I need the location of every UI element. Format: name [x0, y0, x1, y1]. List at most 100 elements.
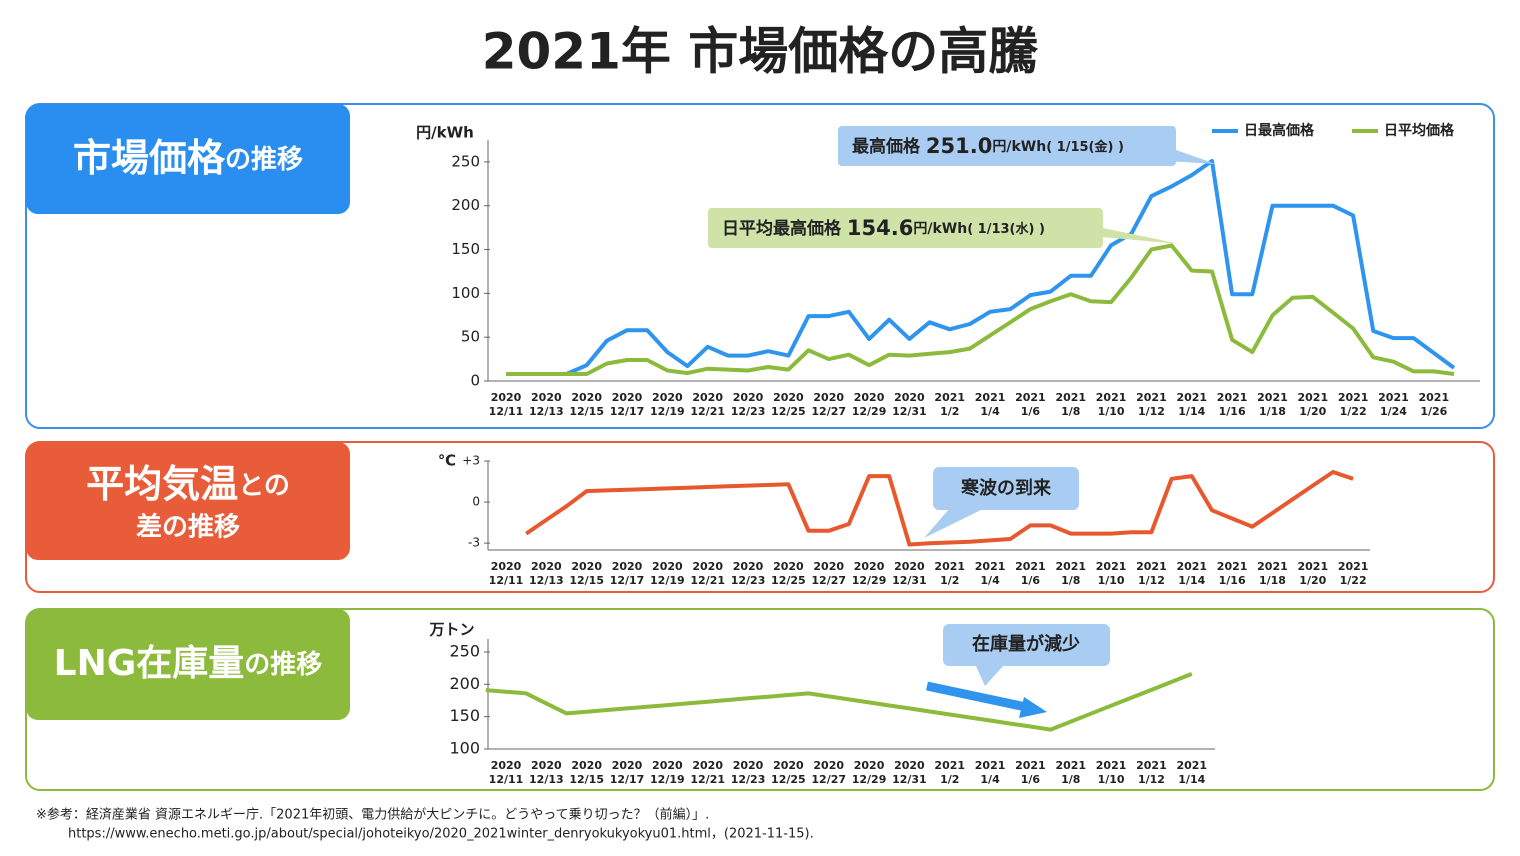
x-tick-label: 2020 12/25: [771, 759, 806, 786]
tick-line: 1/26: [1420, 405, 1447, 418]
x-tick-label: 2020 12/31: [892, 391, 927, 418]
series-line: [506, 243, 1455, 376]
x-tick-label: 2020 12/19: [650, 560, 685, 587]
x-tick-label: 2020 12/17: [610, 391, 645, 418]
y-unit: 円/kWh: [416, 124, 474, 142]
callout-box: [838, 126, 1176, 166]
x-tick-label: 2021 1/24: [1378, 391, 1409, 418]
x-tick-label: 2021 1/8: [1055, 560, 1086, 587]
tick-line: 2020: [854, 560, 885, 573]
x-tick-label: 2020 12/21: [690, 560, 725, 587]
tick-line: 1/4: [980, 405, 1000, 418]
series-line: [485, 672, 1193, 732]
y-tick-label: 150: [451, 240, 480, 258]
tick-line: 2021: [1217, 560, 1248, 573]
tick-line: 1/16: [1219, 405, 1246, 418]
x-tick-label: 2021 1/6: [1015, 560, 1046, 587]
tick-line: 12/31: [892, 405, 927, 418]
x-tick-label: 2021 1/16: [1217, 391, 1248, 418]
x-tick-label: 2021 1/18: [1257, 560, 1288, 587]
tick-line: 2021: [1015, 560, 1046, 573]
tick-line: 12/15: [569, 574, 604, 587]
x-tick-label: 2021 1/2: [934, 391, 965, 418]
x-tick-label: 2021 1/4: [975, 391, 1006, 418]
callout-part: ( 1/13(水) ): [967, 221, 1045, 237]
x-tick-label: 2020 12/11: [489, 391, 524, 418]
tick-line: 1/2: [940, 773, 959, 786]
x-tick-label: 2021 1/8: [1055, 391, 1086, 418]
x-tick-label: 2021 1/12: [1136, 560, 1167, 587]
tick-line: 2021: [975, 759, 1006, 772]
tick-line: 2020: [531, 391, 562, 404]
panel-label: 平均気温との: [86, 462, 290, 506]
tick-line: 12/29: [852, 773, 887, 786]
panel-label-box: [26, 442, 350, 560]
tick-line: 2020: [571, 759, 602, 772]
x-tick-label: 2020 12/31: [892, 759, 927, 786]
panel-label-sub: 差の推移: [136, 512, 240, 543]
tick-line: 12/17: [610, 574, 645, 587]
series-line: [506, 159, 1456, 376]
tick-line: 2021: [975, 560, 1006, 573]
tick-line: 2020: [773, 391, 804, 404]
tick-line: 1/24: [1380, 405, 1407, 418]
tick-line: 12/27: [811, 405, 846, 418]
x-tick-label: 2021 1/6: [1015, 759, 1046, 786]
x-tick-label: 2021 1/6: [1015, 391, 1046, 418]
tick-line: 1/4: [980, 574, 1000, 587]
tick-line: 12/17: [610, 405, 645, 418]
x-tick-label: 2021 1/10: [1096, 560, 1127, 587]
tick-line: 2021: [1176, 560, 1207, 573]
x-tick-label: 2020 12/17: [610, 560, 645, 587]
tick-line: 1/22: [1340, 405, 1367, 418]
x-tick-label: 2020 12/25: [771, 560, 806, 587]
footnote: ※参考：経済産業省 資源エネルギー庁.「2021年初頭、電力供給が大ピンチに。ど…: [36, 807, 709, 823]
tick-line: 12/27: [811, 574, 846, 587]
x-tick-label: 2021 1/4: [975, 560, 1006, 587]
series-line: [525, 470, 1354, 547]
x-tick-label: 2021 1/22: [1338, 391, 1369, 418]
tick-line: 2020: [733, 560, 764, 573]
y-tick-label: 0: [472, 495, 480, 509]
x-tick-label: 2021 1/20: [1297, 560, 1328, 587]
tick-line: 2021: [1136, 391, 1167, 404]
tick-line: 12/25: [771, 405, 806, 418]
x-tick-label: 2021 1/8: [1055, 759, 1086, 786]
y-tick-label: 50: [461, 328, 480, 346]
tick-line: 1/10: [1098, 574, 1125, 587]
tick-line: 12/23: [731, 773, 766, 786]
tick-line: 2020: [854, 391, 885, 404]
tick-line: 1/18: [1259, 574, 1286, 587]
tick-line: 2020: [813, 759, 844, 772]
tick-line: 2021: [1136, 560, 1167, 573]
x-tick-label: 2021 1/16: [1217, 560, 1248, 587]
tick-line: 2021: [1297, 391, 1328, 404]
tick-line: 12/31: [892, 574, 927, 587]
x-tick-label: 2020 12/31: [892, 560, 927, 587]
tick-line: 12/29: [852, 405, 887, 418]
tick-line: 2021: [1055, 759, 1086, 772]
tick-line: 12/23: [731, 405, 766, 418]
callout-text: 日平均最高価格 154.6円/kWh( 1/13(水) ): [722, 216, 1045, 240]
tick-line: 2020: [894, 759, 925, 772]
footnote: https://www.enecho.meti.go.jp/about/spec…: [68, 827, 814, 842]
tick-line: 2020: [773, 560, 804, 573]
y-tick-label: 250: [449, 641, 480, 660]
x-tick-label: 2020 12/19: [650, 391, 685, 418]
x-tick-label: 2020 12/17: [610, 759, 645, 786]
tick-line: 2021: [1297, 560, 1328, 573]
tick-line: 2021: [1217, 391, 1248, 404]
tick-line: 2021: [1055, 391, 1086, 404]
tick-line: 2020: [652, 759, 683, 772]
callout-part: 円/kWh: [913, 221, 967, 237]
tick-line: 12/29: [852, 574, 887, 587]
tick-line: 1/10: [1098, 773, 1125, 786]
tick-line: 2020: [652, 391, 683, 404]
tick-line: 2021: [1015, 759, 1046, 772]
x-tick-label: 2021 1/18: [1257, 391, 1288, 418]
x-tick-label: 2020 12/11: [489, 759, 524, 786]
x-tick-label: 2020 12/29: [852, 560, 887, 587]
tick-line: 2021: [1338, 560, 1369, 573]
y-unit: 万トン: [428, 621, 474, 639]
x-tick-label: 2021 1/14: [1176, 759, 1207, 786]
